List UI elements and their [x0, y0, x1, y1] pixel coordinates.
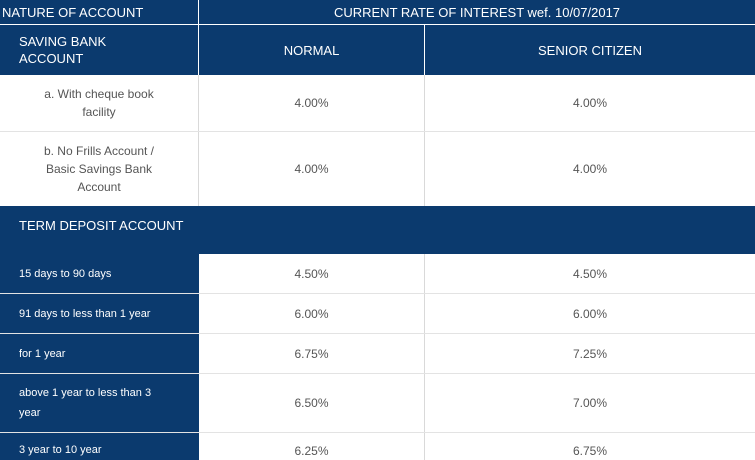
normal-rate: 4.00% [199, 132, 425, 206]
row-label: for 1 year [0, 334, 199, 373]
senior-rate: 6.00% [572, 306, 608, 321]
senior-rate: 7.25% [572, 346, 608, 361]
table-row: a. With cheque book facility 4.00% 4.00% [0, 75, 755, 132]
normal-rate: 6.50% [199, 374, 425, 432]
senior-citizen-column-header: SENIOR CITIZEN [537, 42, 642, 58]
current-rate-header: CURRENT RATE OF INTEREST wef. 10/07/2017 [333, 4, 621, 20]
senior-rate: 4.50% [572, 266, 608, 281]
table-row: 3 year to 10 year 6.25% 6.75% [0, 433, 755, 460]
normal-rate: 6.75% [199, 334, 425, 373]
table-row: b. No Frills Account / Basic Savings Ban… [0, 132, 755, 206]
table-header-row: NATURE OF ACCOUNT CURRENT RATE OF INTERE… [0, 0, 755, 24]
term-deposit-account-label: TERM DEPOSIT ACCOUNT [19, 218, 184, 233]
normal-rate: 6.00% [199, 294, 425, 333]
senior-rate: 6.75% [572, 444, 608, 458]
senior-rate: 7.00% [572, 396, 608, 410]
row-label: 91 days to less than 1 year [0, 294, 199, 333]
table-row: 91 days to less than 1 year 6.00% 6.00% [0, 294, 755, 334]
nature-of-account-header: NATURE OF ACCOUNT [0, 0, 199, 24]
normal-rate: 4.50% [199, 254, 425, 293]
term-deposit-header-row: TERM DEPOSIT ACCOUNT [0, 206, 755, 254]
normal-rate: 6.25% [199, 433, 425, 460]
table-row: for 1 year 6.75% 7.25% [0, 334, 755, 374]
row-label: b. No Frills Account / Basic Savings Ban… [0, 132, 199, 206]
row-label: a. With cheque book facility [0, 75, 199, 131]
row-label: above 1 year to less than 3 year [0, 374, 199, 432]
normal-column-header: NORMAL [199, 25, 425, 75]
senior-rate: 4.00% [572, 162, 608, 176]
row-label: 15 days to 90 days [0, 254, 199, 293]
saving-bank-header-row: SAVING BANK ACCOUNT NORMAL SENIOR CITIZE… [0, 25, 755, 75]
senior-rate: 4.00% [572, 96, 608, 110]
row-label: 3 year to 10 year [0, 433, 199, 460]
saving-bank-account-label: SAVING BANK ACCOUNT [0, 25, 199, 75]
normal-rate: 4.00% [199, 75, 425, 131]
table-row: 15 days to 90 days 4.50% 4.50% [0, 254, 755, 294]
table-row: above 1 year to less than 3 year 6.50% 7… [0, 374, 755, 433]
